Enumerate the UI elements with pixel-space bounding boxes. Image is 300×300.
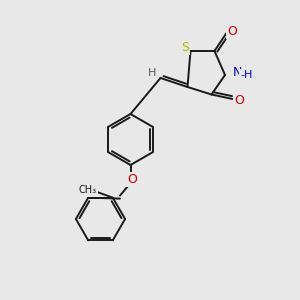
Text: -H: -H — [240, 70, 253, 80]
Text: N: N — [233, 66, 242, 79]
Text: S: S — [181, 41, 189, 54]
Text: O: O — [128, 173, 137, 186]
Text: O: O — [227, 25, 237, 38]
Text: CH₃: CH₃ — [79, 185, 97, 195]
Text: H: H — [148, 68, 156, 78]
Text: O: O — [234, 94, 244, 107]
